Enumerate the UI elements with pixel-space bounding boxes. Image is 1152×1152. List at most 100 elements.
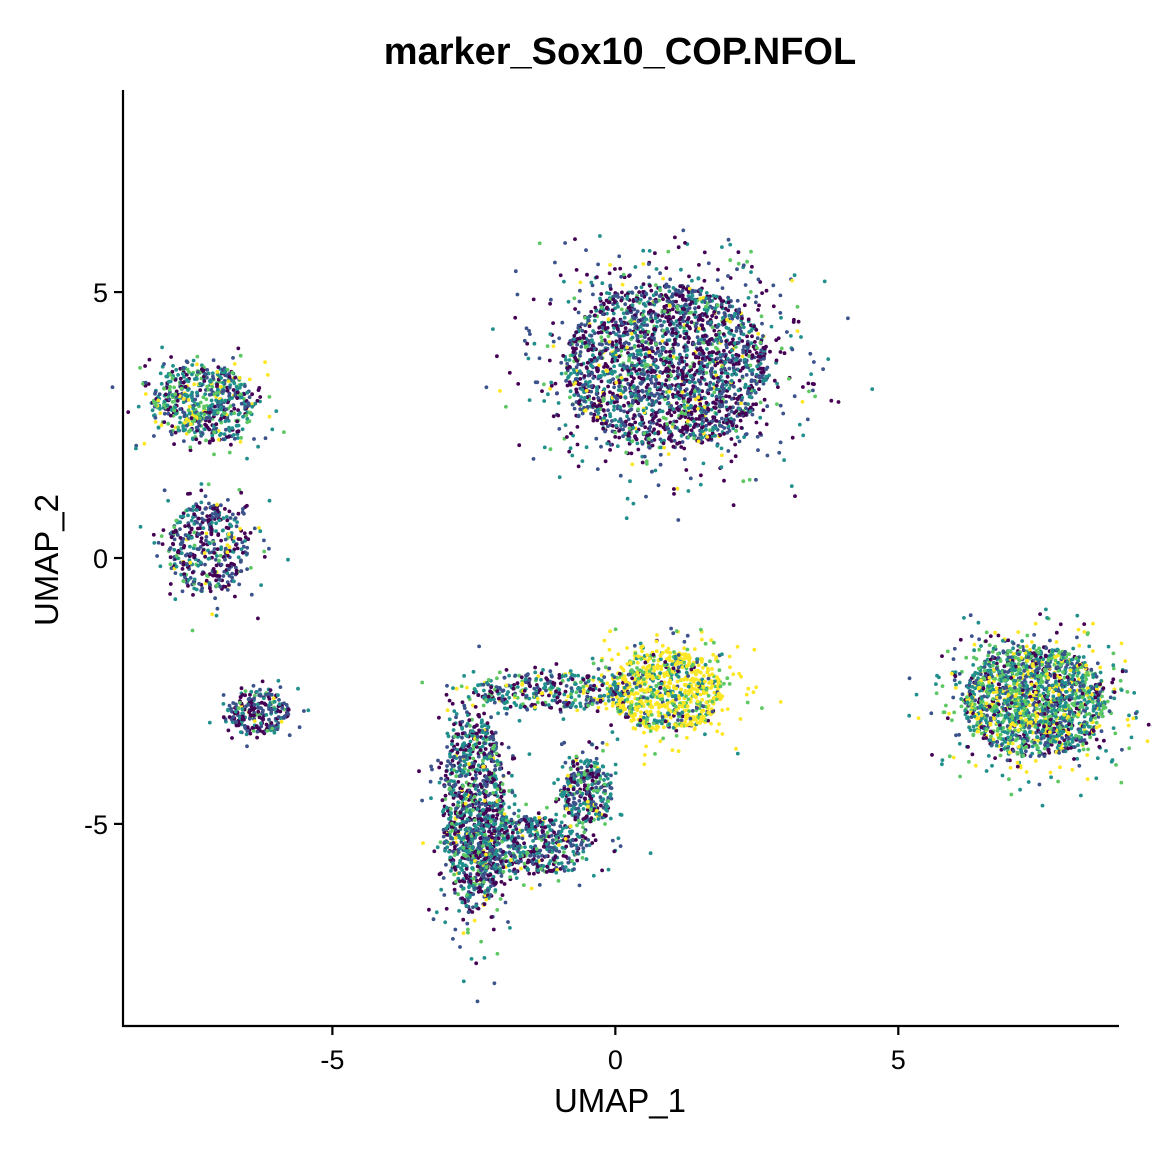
data-point xyxy=(590,371,595,376)
data-point xyxy=(277,702,282,707)
data-point xyxy=(715,356,720,361)
data-point xyxy=(209,388,214,392)
data-point xyxy=(185,378,189,382)
data-point xyxy=(726,274,730,278)
data-point xyxy=(572,393,577,397)
data-point xyxy=(970,752,975,757)
data-point xyxy=(673,337,677,342)
data-point xyxy=(618,266,623,271)
data-point xyxy=(1094,737,1099,742)
data-point xyxy=(190,535,194,540)
data-point xyxy=(201,526,206,530)
data-point xyxy=(180,567,185,571)
data-point xyxy=(243,384,247,388)
data-point xyxy=(232,436,237,441)
data-point xyxy=(696,276,701,281)
data-point xyxy=(647,353,652,358)
data-point xyxy=(800,399,805,404)
data-point xyxy=(202,412,207,417)
data-point xyxy=(174,411,179,416)
data-point xyxy=(689,428,694,433)
data-point xyxy=(741,263,746,268)
data-point xyxy=(572,296,577,301)
data-point xyxy=(596,396,601,400)
data-point xyxy=(159,381,164,386)
data-point xyxy=(712,328,717,333)
data-point xyxy=(761,379,765,383)
data-point xyxy=(560,320,565,325)
data-point xyxy=(168,429,173,434)
data-point xyxy=(947,711,951,716)
data-point xyxy=(586,348,591,353)
data-point xyxy=(183,524,188,528)
data-point xyxy=(613,369,617,374)
data-point xyxy=(719,424,724,428)
data-point xyxy=(691,352,696,356)
data-point xyxy=(606,384,610,389)
data-point xyxy=(612,385,616,390)
data-point xyxy=(714,394,719,399)
data-point xyxy=(179,551,184,556)
data-point xyxy=(297,725,302,730)
data-point xyxy=(731,365,736,370)
data-point xyxy=(246,401,251,405)
data-point xyxy=(619,375,624,380)
data-point xyxy=(243,535,248,539)
data-point xyxy=(178,542,183,547)
data-point xyxy=(756,448,760,452)
data-point xyxy=(622,409,627,414)
data-point xyxy=(666,329,670,334)
data-point xyxy=(640,317,645,322)
data-point xyxy=(551,344,556,349)
data-point xyxy=(644,494,648,499)
data-point xyxy=(171,541,175,546)
data-point xyxy=(617,254,622,259)
data-point xyxy=(605,364,610,369)
data-point xyxy=(1038,741,1043,745)
data-point xyxy=(648,296,652,301)
data-point xyxy=(704,427,708,432)
data-point xyxy=(624,311,629,315)
data-point xyxy=(730,423,735,428)
data-point xyxy=(664,294,669,299)
data-point xyxy=(225,388,230,393)
data-point xyxy=(627,426,632,431)
data-point xyxy=(236,723,241,728)
data-point xyxy=(674,327,678,332)
data-point xyxy=(729,459,734,464)
data-point xyxy=(641,408,646,413)
data-point xyxy=(565,366,570,371)
data-point xyxy=(647,445,651,450)
data-point xyxy=(656,430,661,434)
data-point xyxy=(176,550,180,555)
data-point xyxy=(704,418,709,423)
data-point xyxy=(619,349,624,353)
data-point xyxy=(574,268,579,272)
data-point xyxy=(186,584,190,588)
data-point xyxy=(575,425,580,429)
data-point xyxy=(302,709,306,713)
data-point xyxy=(725,317,729,322)
data-point xyxy=(661,328,666,333)
data-point xyxy=(569,431,573,436)
data-point xyxy=(645,376,650,381)
data-point xyxy=(612,404,616,409)
data-point xyxy=(699,473,703,478)
data-point xyxy=(516,382,521,386)
data-point xyxy=(661,361,666,366)
data-point xyxy=(276,721,281,725)
data-point xyxy=(696,378,701,383)
data-point xyxy=(667,314,671,318)
data-point xyxy=(700,326,705,331)
data-point xyxy=(749,323,753,328)
data-point xyxy=(236,346,241,351)
data-point xyxy=(623,424,627,428)
data-point xyxy=(245,551,250,556)
data-point xyxy=(655,422,659,426)
data-point xyxy=(774,358,779,363)
data-point xyxy=(269,710,274,715)
data-point xyxy=(267,498,272,503)
data-point xyxy=(661,297,665,301)
data-point xyxy=(162,362,166,366)
data-point xyxy=(147,357,152,362)
